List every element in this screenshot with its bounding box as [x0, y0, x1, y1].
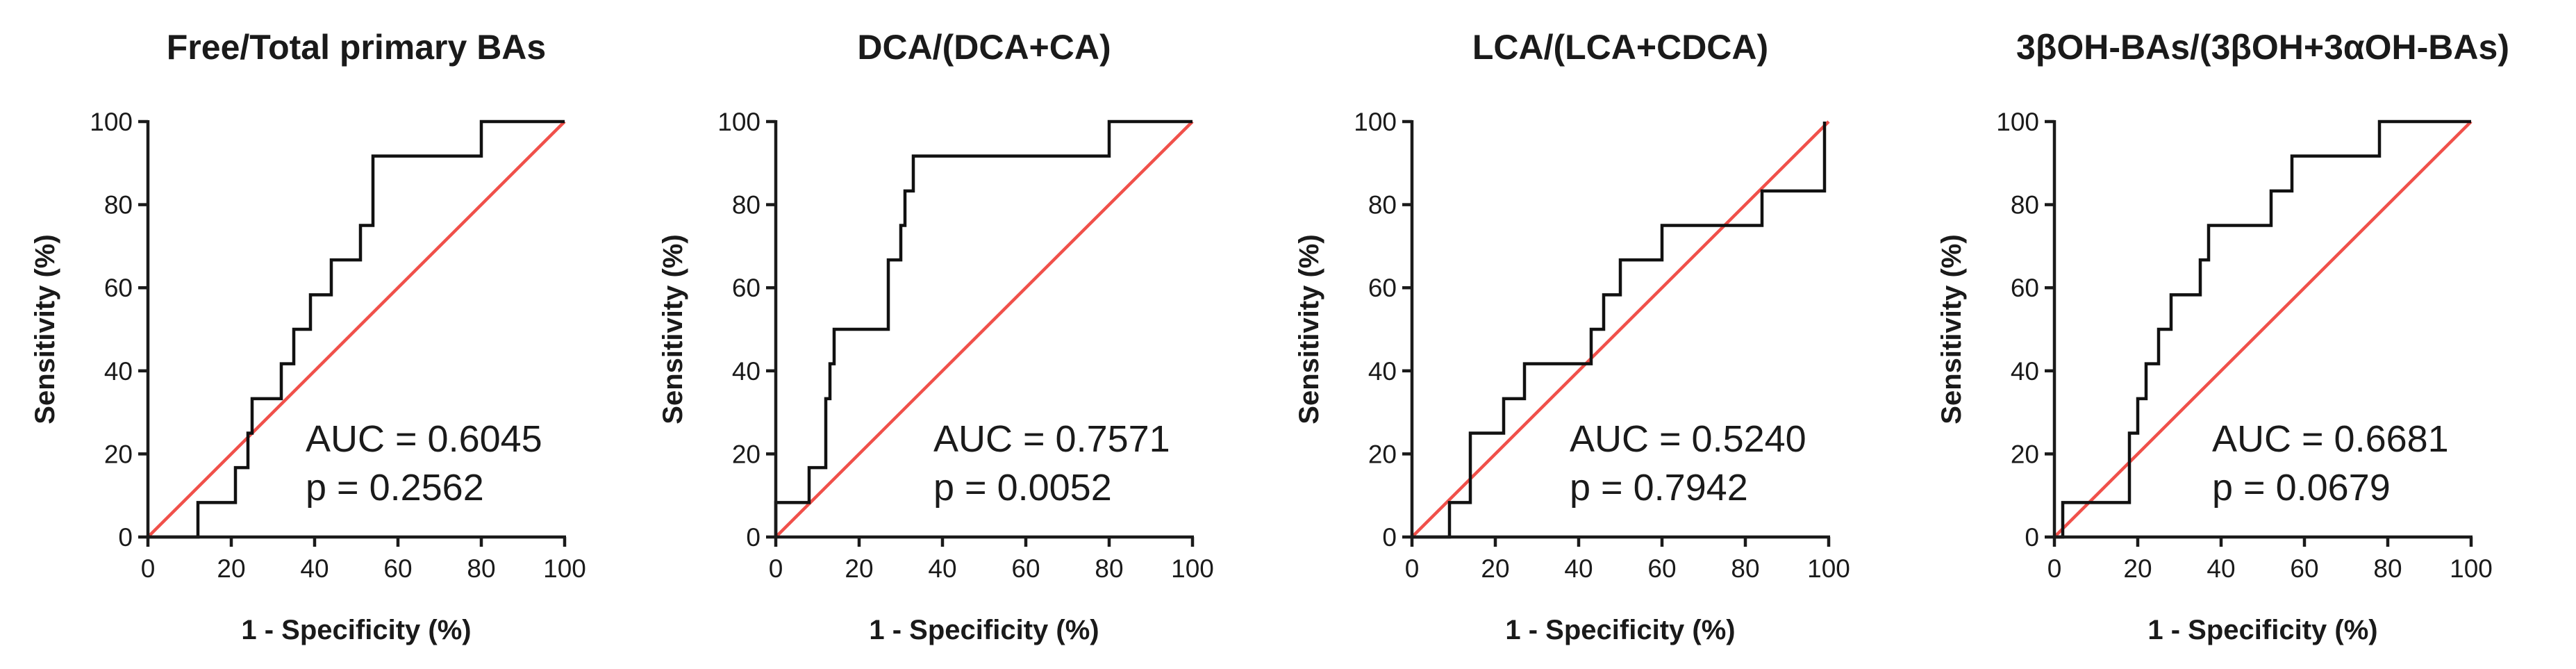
y-axis-label: Sensitivity (%): [1294, 234, 1324, 424]
reference-diagonal-line: [1411, 120, 1830, 538]
p-value-annotation: p = 0.7942: [1570, 467, 1748, 509]
auc-annotation: AUC = 0.6045: [306, 418, 542, 460]
y-tick-label: 80: [1368, 191, 1397, 220]
x-tick-label: 60: [1647, 554, 1676, 583]
x-axis-label: 1 - Specificity (%): [869, 615, 1099, 645]
auc-annotation: AUC = 0.5240: [1570, 418, 1806, 460]
y-tick-label: 80: [732, 191, 761, 220]
y-tick-label: 60: [2011, 274, 2039, 302]
x-tick-label: 100: [1171, 554, 1214, 583]
y-axis-label: Sensitivity (%): [1936, 234, 1967, 424]
chart-title: DCA/(DCA+CA): [857, 28, 1111, 67]
y-axis-label: Sensitivity (%): [658, 234, 688, 424]
y-tick-label: 100: [717, 108, 761, 136]
y-tick-label: 60: [1368, 274, 1397, 302]
y-tick-label: 100: [90, 108, 133, 136]
y-tick-label: 0: [746, 523, 761, 552]
x-axis-label: 1 - Specificity (%): [1505, 615, 1735, 645]
y-tick-label: 20: [732, 440, 761, 468]
x-tick-label: 40: [2207, 554, 2235, 583]
chart-panel-1: Free/Total primary BAs 0 20 40 60 80 100 0 20 40 6…: [30, 28, 586, 645]
x-tick-label: 80: [1095, 554, 1123, 583]
x-tick-label: 60: [383, 554, 412, 583]
y-axis-label: Sensitivity (%): [30, 234, 60, 424]
x-tick-label: 0: [2047, 554, 2062, 583]
y-tick-label: 80: [2011, 191, 2039, 220]
x-tick-label: 80: [1731, 554, 1759, 583]
p-value-annotation: p = 0.0679: [2212, 467, 2391, 509]
reference-diagonal-line: [147, 120, 566, 538]
p-value-annotation: p = 0.2562: [306, 467, 484, 509]
roc-curve-line: [774, 119, 1193, 537]
x-tick-label: 60: [2290, 554, 2318, 583]
y-tick-label: 20: [104, 440, 133, 468]
roc-curve-line: [2054, 119, 2471, 539]
auc-annotation: AUC = 0.7571: [933, 418, 1170, 460]
x-tick-label: 0: [141, 554, 156, 583]
x-tick-label: 60: [1011, 554, 1040, 583]
y-tick-label: 60: [732, 274, 761, 302]
reference-diagonal-line: [2053, 120, 2473, 538]
chart-title: Free/Total primary BAs: [167, 28, 546, 67]
y-tick-label: 0: [2025, 523, 2039, 552]
y-tick-label: 40: [104, 357, 133, 386]
reference-diagonal-line: [774, 120, 1194, 538]
x-tick-label: 40: [928, 554, 956, 583]
y-tick-label: 20: [2011, 440, 2039, 468]
roc-curve-line: [1412, 122, 1827, 539]
x-tick-label: 100: [2450, 554, 2493, 583]
chart-title: LCA/(LCA+CDCA): [1472, 28, 1768, 67]
chart-title: 3βOH-BAs/(3βOH+3αOH-BAs): [2016, 28, 2509, 67]
roc-curve-line: [148, 119, 565, 539]
y-tick-label: 0: [118, 523, 133, 552]
chart-panel-4: 3βOH-BAs/(3βOH+3αOH-BAs) 0 20 40 60 80 100 0 20 4…: [1936, 28, 2509, 645]
x-tick-label: 0: [1405, 554, 1420, 583]
chart-panel-3: LCA/(LCA+CDCA) 0 20 40 60 80 100 0 20 40 60 80 100 1 …: [1294, 28, 1850, 645]
y-tick-label: 20: [1368, 440, 1397, 468]
x-tick-label: 0: [769, 554, 783, 583]
x-tick-label: 80: [467, 554, 495, 583]
auc-annotation: AUC = 0.6681: [2212, 418, 2449, 460]
x-axis-label: 1 - Specificity (%): [241, 615, 471, 645]
y-tick-label: 0: [1382, 523, 1397, 552]
x-tick-label: 20: [217, 554, 245, 583]
x-tick-label: 100: [543, 554, 586, 583]
x-tick-label: 20: [2123, 554, 2152, 583]
x-tick-label: 20: [1481, 554, 1509, 583]
y-tick-label: 60: [104, 274, 133, 302]
y-tick-label: 80: [104, 191, 133, 220]
x-tick-label: 40: [300, 554, 329, 583]
y-tick-label: 40: [2011, 357, 2039, 386]
x-tick-label: 20: [845, 554, 873, 583]
x-tick-label: 80: [2373, 554, 2402, 583]
y-tick-label: 100: [1354, 108, 1397, 136]
y-tick-label: 40: [1368, 357, 1397, 386]
p-value-annotation: p = 0.0052: [933, 467, 1112, 509]
x-tick-label: 100: [1807, 554, 1850, 583]
x-tick-label: 40: [1564, 554, 1593, 583]
y-tick-label: 100: [1996, 108, 2039, 136]
chart-panel-2: DCA/(DCA+CA) 0 20 40 60 80 100 0 20 40 60 80 100 1 - …: [658, 28, 1214, 645]
x-axis-label: 1 - Specificity (%): [2147, 615, 2377, 645]
y-tick-label: 40: [732, 357, 761, 386]
